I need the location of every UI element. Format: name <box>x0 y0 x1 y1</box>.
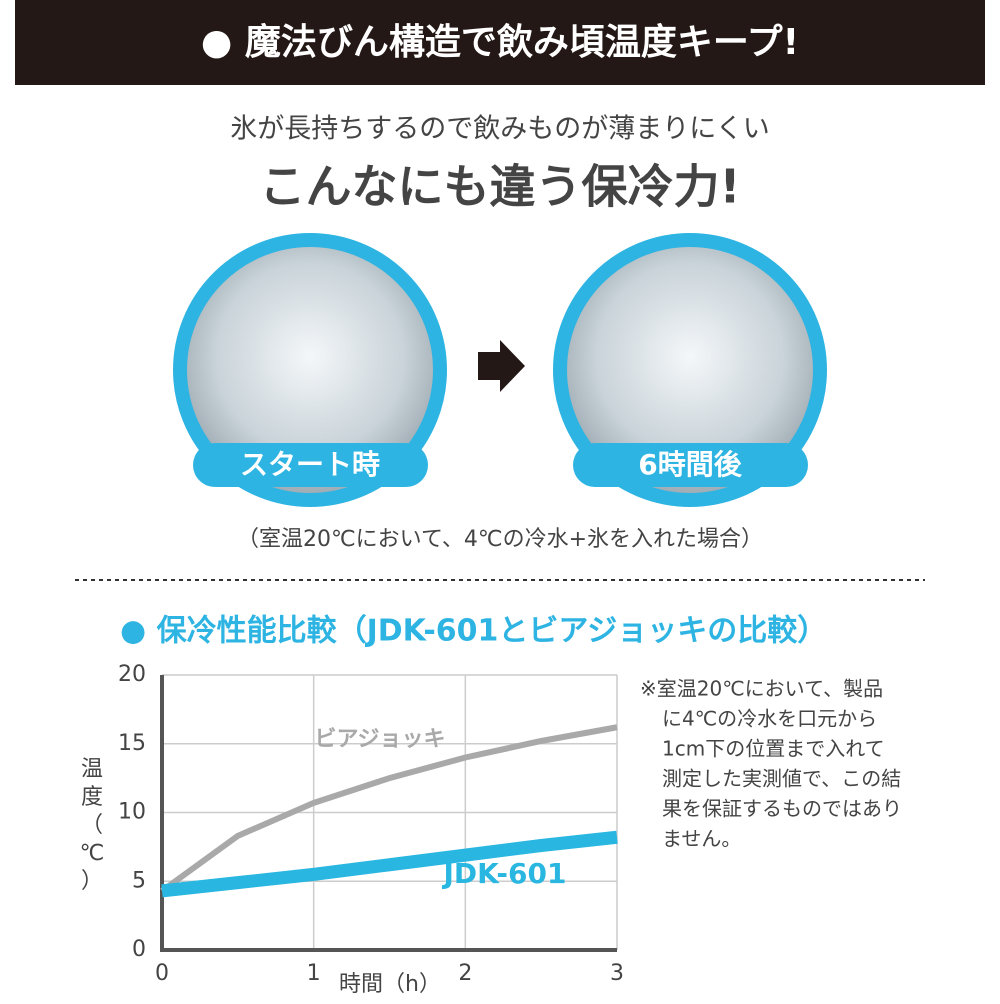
photo-label: 6時間後 <box>638 448 742 481</box>
x-tick-label: 2 <box>458 961 472 986</box>
section-title: ● 保冷性能比較（JDK-601とビアジョッキの比較） <box>120 614 827 649</box>
arrow <box>478 340 525 392</box>
series-line <box>161 830 618 898</box>
x-axis-label: 時間（h） <box>339 972 441 997</box>
note-line: に4℃の冷水を口元から <box>662 707 877 731</box>
y-axis-label: 温度（℃） <box>80 757 105 894</box>
y-tick-label: 10 <box>118 800 146 825</box>
note-line: 1cm下の位置まで入れて <box>662 737 885 761</box>
x-tick-label: 0 <box>155 961 169 986</box>
x-tick-label: 3 <box>610 961 624 986</box>
y-tick-label: 20 <box>118 662 146 687</box>
note-line: 測定した実測値で、この結 <box>662 767 901 791</box>
intro-title: こんなにも違う保冷力! <box>260 160 741 214</box>
photo-start: スタート時 <box>173 233 447 507</box>
series-line <box>160 724 618 894</box>
photo-after: 6時間後 <box>553 233 827 507</box>
x-tick-label: 1 <box>307 961 321 986</box>
note-line: 果を保証するものではあり <box>662 797 902 821</box>
note-line: ません。 <box>662 827 741 851</box>
photo-label: スタート時 <box>240 448 380 481</box>
intro-subtitle: 氷が長持ちするので飲みものが薄まりにくい <box>230 114 769 145</box>
note-line: ※室温20℃において、製品 <box>640 677 883 701</box>
chart: 0 5 10 15 20 0 1 2 3 温度（℃） 時間（h） ビアジョッキ JDK-601 <box>80 662 624 997</box>
y-tick-label: 0 <box>132 937 146 962</box>
series-label: ビアジョッキ <box>314 727 445 752</box>
header-title: ● 魔法びん構造で飲み頃温度キープ! <box>201 22 799 63</box>
y-tick-label: 15 <box>118 731 146 756</box>
y-tick-label: 5 <box>132 868 146 893</box>
photo-note: （室温20℃において、4℃の冷水+氷を入れた場合） <box>237 527 763 552</box>
series-label: JDK-601 <box>442 857 567 890</box>
header-bar <box>15 0 985 85</box>
